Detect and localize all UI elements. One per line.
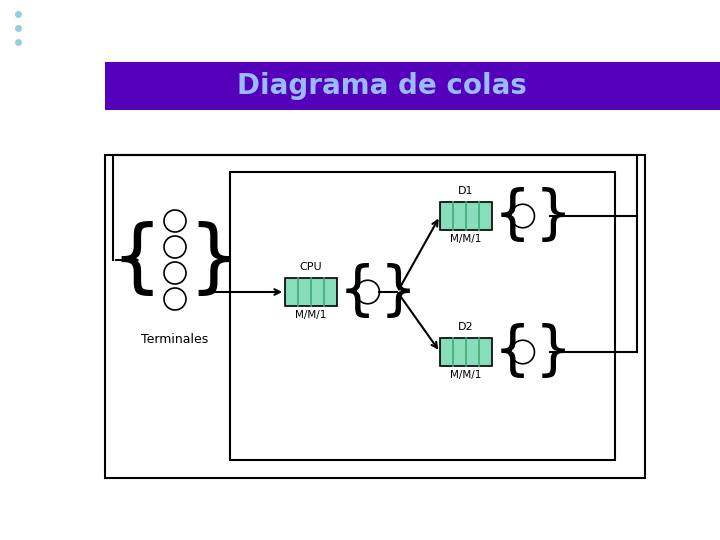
Bar <box>440 202 492 230</box>
Text: M/M/1: M/M/1 <box>450 234 482 244</box>
Text: }: } <box>189 221 238 299</box>
Text: Terminales: Terminales <box>141 333 209 346</box>
Bar <box>440 338 492 366</box>
Text: }: } <box>536 323 571 381</box>
Bar <box>230 172 615 460</box>
Text: }: } <box>380 264 415 321</box>
Text: D1: D1 <box>458 186 474 196</box>
Text: {: { <box>112 221 161 299</box>
Text: }: } <box>536 187 571 245</box>
Bar <box>105 155 645 478</box>
Bar <box>105 62 720 110</box>
Text: {: { <box>495 323 530 381</box>
Text: Diagrama de colas: Diagrama de colas <box>237 72 527 100</box>
Text: D2: D2 <box>458 322 474 332</box>
Text: CPU: CPU <box>300 262 323 272</box>
Text: {: { <box>495 187 530 245</box>
Text: {: { <box>340 264 375 321</box>
Text: M/M/1: M/M/1 <box>450 370 482 380</box>
Bar <box>285 278 337 306</box>
Text: M/M/1: M/M/1 <box>295 310 327 320</box>
